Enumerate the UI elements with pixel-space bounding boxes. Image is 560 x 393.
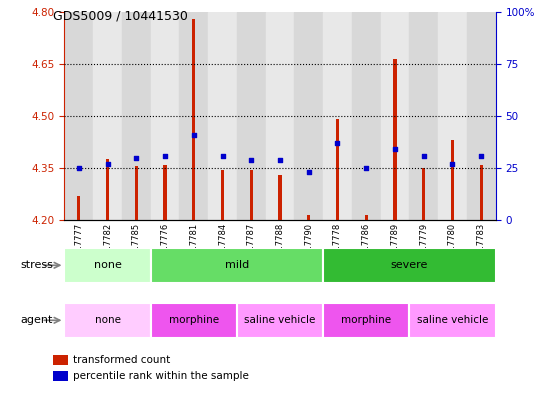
- Text: transformed count: transformed count: [73, 355, 171, 365]
- Text: none: none: [94, 260, 122, 270]
- Text: severe: severe: [391, 260, 428, 270]
- Bar: [64, 12, 93, 220]
- Text: morphine: morphine: [169, 315, 219, 325]
- Bar: [451, 140, 454, 220]
- Point: [419, 152, 428, 159]
- Bar: [295, 12, 323, 220]
- Text: saline vehicle: saline vehicle: [417, 315, 488, 325]
- Bar: [393, 59, 396, 220]
- Bar: [64, 303, 151, 338]
- Bar: [409, 12, 438, 220]
- Bar: [192, 19, 195, 220]
- Bar: [409, 303, 496, 338]
- Bar: [151, 248, 323, 283]
- Bar: [250, 170, 253, 220]
- Point: [390, 146, 399, 152]
- Bar: [164, 165, 167, 220]
- Text: GDS5009 / 10441530: GDS5009 / 10441530: [53, 10, 188, 23]
- Bar: [352, 12, 381, 220]
- Point: [132, 154, 141, 161]
- Point: [218, 152, 227, 159]
- Bar: [438, 12, 467, 220]
- Bar: [422, 168, 426, 220]
- Bar: [221, 170, 224, 220]
- Bar: [381, 12, 409, 220]
- Bar: [208, 12, 237, 220]
- Bar: [265, 12, 295, 220]
- Text: none: none: [95, 315, 120, 325]
- Bar: [237, 12, 265, 220]
- Text: percentile rank within the sample: percentile rank within the sample: [73, 371, 249, 381]
- Bar: [467, 12, 496, 220]
- Bar: [53, 355, 68, 365]
- Bar: [122, 12, 151, 220]
- Text: stress: stress: [20, 260, 53, 270]
- Bar: [151, 303, 237, 338]
- Bar: [336, 119, 339, 220]
- Bar: [479, 165, 483, 220]
- Point: [276, 156, 284, 163]
- Point: [477, 152, 486, 159]
- Text: mild: mild: [225, 260, 249, 270]
- Text: morphine: morphine: [341, 315, 391, 325]
- Bar: [77, 196, 81, 220]
- Text: saline vehicle: saline vehicle: [244, 315, 316, 325]
- Bar: [307, 215, 310, 220]
- Point: [247, 156, 256, 163]
- Point: [304, 169, 313, 175]
- Bar: [323, 303, 409, 338]
- Point: [448, 161, 457, 167]
- Bar: [106, 159, 109, 220]
- Point: [333, 140, 342, 146]
- Bar: [365, 215, 368, 220]
- Bar: [237, 303, 323, 338]
- Bar: [323, 12, 352, 220]
- Point: [103, 161, 112, 167]
- Text: agent: agent: [21, 315, 53, 325]
- Bar: [64, 248, 151, 283]
- Point: [161, 152, 170, 159]
- Bar: [151, 12, 179, 220]
- Point: [362, 165, 371, 171]
- Point: [74, 165, 83, 171]
- Bar: [53, 371, 68, 381]
- Bar: [134, 166, 138, 220]
- Bar: [93, 12, 122, 220]
- Point: [189, 132, 198, 138]
- Bar: [278, 175, 282, 220]
- Bar: [179, 12, 208, 220]
- Bar: [323, 248, 496, 283]
